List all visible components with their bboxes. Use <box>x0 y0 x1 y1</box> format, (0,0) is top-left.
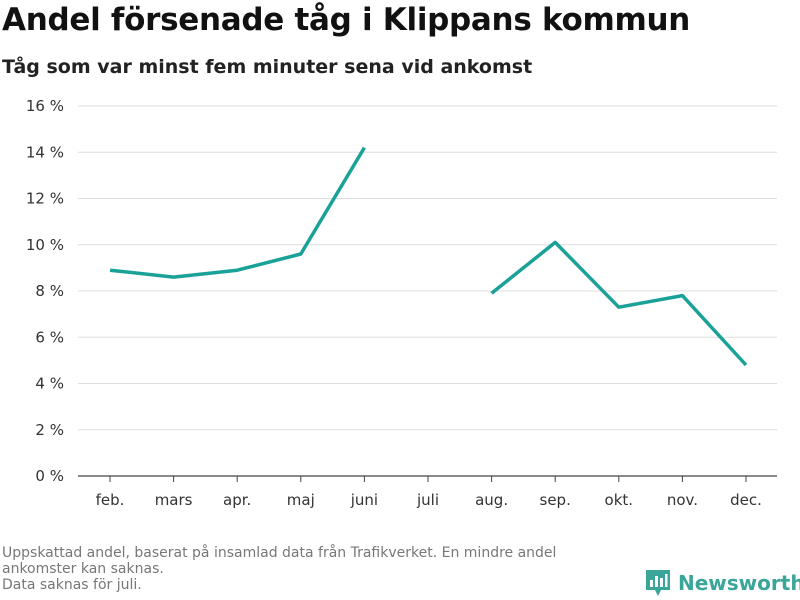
series-line-segment <box>109 146 366 279</box>
x-tick-label: okt. <box>605 491 634 509</box>
x-tick-label: aug. <box>475 491 508 509</box>
x-tick-label: juli <box>416 491 439 509</box>
y-axis-ticks: 0 % 2 % 4 % 6 % 8 % 10 % 12 % 14 % 16 % <box>26 97 64 485</box>
y-tick-label: 2 % <box>35 421 64 439</box>
series-lines <box>109 146 748 367</box>
footnote-line-2: ankomster kan saknas. <box>2 561 164 577</box>
x-tick-label: sep. <box>540 491 571 509</box>
y-tick-label: 14 % <box>26 143 64 161</box>
y-tick-label: 10 % <box>26 236 64 254</box>
y-tick-label: 6 % <box>35 328 64 346</box>
brand-logo: Newsworthy <box>644 566 800 600</box>
line-chart: 0 % 2 % 4 % 6 % 8 % 10 % 12 % 14 % 16 % feb. mars… <box>26 97 777 509</box>
series-line-segment <box>490 240 748 367</box>
brand-name: Newsworthy <box>678 571 800 595</box>
y-tick-label: 16 % <box>26 97 64 115</box>
newsworthy-logo-icon <box>646 570 670 596</box>
chart-subtitle: Tåg som var minst fem minuter sena vid a… <box>2 56 533 78</box>
y-tick-label: 12 % <box>26 190 64 208</box>
y-tick-label: 0 % <box>35 467 64 485</box>
y-tick-label: 8 % <box>35 282 64 300</box>
x-tick-label: feb. <box>96 491 125 509</box>
chart-title: Andel försenade tåg i Klippans kommun <box>2 2 690 38</box>
gridlines <box>78 105 777 477</box>
y-tick-label: 4 % <box>35 375 64 393</box>
footnote: Uppskattad andel, baserat på insamlad da… <box>2 545 642 593</box>
x-tick-label: nov. <box>667 491 698 509</box>
x-axis-ticks: feb. mars apr. maj juni juli aug. sep. okt. nov. d… <box>96 476 762 509</box>
x-tick-label: apr. <box>223 491 251 509</box>
x-tick-label: dec. <box>730 491 762 509</box>
footnote-line-1: Uppskattad andel, baserat på insamlad da… <box>2 545 557 561</box>
x-tick-label: maj <box>287 491 315 509</box>
footnote-line-3: Data saknas för juli. <box>2 577 142 593</box>
x-tick-label: mars <box>155 491 193 509</box>
x-tick-label: juni <box>350 491 378 509</box>
